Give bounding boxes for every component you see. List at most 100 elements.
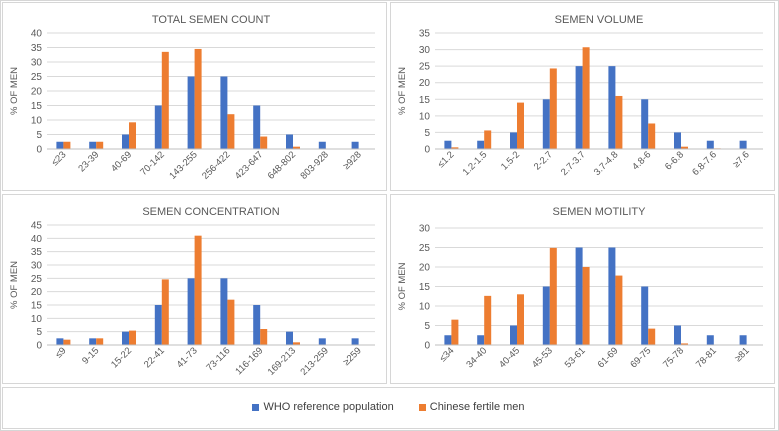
bar-chinese-6 bbox=[648, 123, 656, 149]
x-tick-label: 41-73 bbox=[175, 345, 200, 370]
chart-title: SEMEN VOLUME bbox=[555, 14, 644, 26]
x-tick-label: 116-169 bbox=[233, 345, 265, 377]
chart-title: SEMEN MOTILITY bbox=[553, 206, 647, 218]
y-tick-label: 30 bbox=[31, 261, 43, 272]
x-tick-label: 1.5-2 bbox=[499, 149, 522, 172]
bar-who-6 bbox=[253, 305, 261, 345]
x-tick-label: 423-647 bbox=[233, 149, 265, 181]
y-tick-label: 0 bbox=[424, 145, 430, 156]
y-tick-label: 30 bbox=[419, 224, 431, 235]
x-tick-label: 61-69 bbox=[596, 345, 621, 370]
x-tick-label: 4.8-6 bbox=[630, 149, 653, 172]
bar-chinese-3 bbox=[549, 247, 557, 345]
x-tick-label: 40-45 bbox=[497, 345, 522, 370]
legend-swatch-chinese bbox=[418, 403, 426, 411]
y-tick-label: 40 bbox=[31, 234, 43, 245]
y-tick-label: 10 bbox=[31, 116, 43, 127]
y-tick-label: 15 bbox=[31, 301, 43, 312]
chart-title: SEMEN CONCENTRATION bbox=[142, 206, 279, 218]
bar-chinese-6 bbox=[648, 328, 656, 345]
bar-who-0 bbox=[56, 141, 64, 149]
x-tick-label: 23-39 bbox=[76, 149, 101, 174]
y-tick-label: 10 bbox=[31, 314, 43, 325]
y-tick-label: 10 bbox=[419, 111, 431, 122]
bar-who-5 bbox=[608, 66, 616, 149]
x-tick-label: ≥928 bbox=[341, 149, 364, 172]
bar-chinese-0 bbox=[451, 319, 459, 345]
bar-who-5 bbox=[608, 247, 616, 345]
x-tick-label: 40-69 bbox=[109, 149, 134, 174]
bar-chinese-2 bbox=[129, 122, 136, 149]
chart-panel-semen-concentration: SEMEN CONCENTRATION % OF MEN 0 5 10 15 20 25 30 3… bbox=[2, 194, 387, 384]
bar-who-8 bbox=[318, 141, 326, 149]
bar-chinese-1 bbox=[96, 141, 104, 149]
chart-semen-motility: SEMEN MOTILITY % OF MEN 0 5 10 15 20 25 30 ≤34 34-… bbox=[397, 206, 763, 370]
bar-chinese-3 bbox=[161, 51, 169, 149]
y-tick-label: 5 bbox=[36, 130, 42, 141]
x-tick-label: 15-22 bbox=[109, 345, 134, 370]
y-tick-label: 10 bbox=[419, 302, 431, 313]
bar-who-9 bbox=[739, 335, 747, 345]
x-tick-label: 3.7-4.8 bbox=[592, 149, 621, 178]
x-tick-label: ≤34 bbox=[438, 345, 457, 364]
x-tick-label: 143-255 bbox=[167, 149, 199, 181]
bar-who-9 bbox=[739, 140, 747, 149]
bar-who-6 bbox=[253, 105, 261, 149]
y-tick-label: 20 bbox=[419, 78, 431, 89]
legend-item-chinese: Chinese fertile men bbox=[418, 401, 525, 413]
bar-who-0 bbox=[56, 338, 64, 345]
bar-who-2 bbox=[510, 325, 517, 345]
x-tick-label: ≤23 bbox=[50, 149, 69, 168]
bar-chinese-4 bbox=[582, 47, 590, 149]
x-tick-label: 6-6.8 bbox=[663, 149, 686, 172]
bar-who-4 bbox=[187, 278, 195, 345]
y-tick-label: 20 bbox=[419, 263, 431, 274]
bar-who-2 bbox=[122, 331, 129, 345]
bar-who-2 bbox=[122, 134, 129, 149]
bar-chinese-2 bbox=[517, 102, 524, 149]
bar-chinese-6 bbox=[260, 136, 268, 149]
bar-who-7 bbox=[674, 325, 681, 345]
x-tick-label: 648-802 bbox=[266, 149, 298, 181]
y-axis-label: % OF MEN bbox=[9, 261, 20, 309]
y-tick-label: 5 bbox=[424, 321, 430, 332]
bar-who-1 bbox=[89, 141, 97, 149]
bar-chinese-1 bbox=[484, 130, 492, 149]
y-tick-label: 25 bbox=[419, 62, 431, 73]
y-tick-label: 25 bbox=[31, 72, 43, 83]
legend: WHO reference population Chinese fertile… bbox=[2, 387, 775, 429]
y-tick-label: 20 bbox=[31, 287, 43, 298]
bar-chinese-0 bbox=[63, 339, 71, 345]
bar-who-3 bbox=[542, 99, 550, 149]
bar-chinese-7 bbox=[293, 342, 300, 345]
y-tick-label: 35 bbox=[31, 43, 43, 54]
y-tick-label: 30 bbox=[31, 58, 43, 69]
y-tick-label: 15 bbox=[419, 282, 431, 293]
bar-who-2 bbox=[510, 132, 517, 149]
y-tick-label: 25 bbox=[31, 274, 43, 285]
x-tick-label: 70-142 bbox=[138, 149, 167, 178]
legend-item-who: WHO reference population bbox=[252, 401, 394, 413]
bar-chinese-5 bbox=[227, 299, 235, 345]
y-axis-label: % OF MEN bbox=[9, 67, 20, 115]
x-tick-label: 69-75 bbox=[628, 345, 653, 370]
x-tick-label: 213-259 bbox=[298, 345, 330, 377]
x-tick-label: 53-61 bbox=[563, 345, 588, 370]
x-tick-label: 169-213 bbox=[266, 345, 298, 377]
bar-chinese-5 bbox=[227, 114, 235, 149]
x-tick-label: ≥81 bbox=[733, 345, 752, 364]
bar-who-8 bbox=[706, 335, 714, 345]
x-tick-label: ≤9 bbox=[53, 345, 68, 360]
bar-who-3 bbox=[542, 286, 550, 345]
x-tick-label: 6.8-7.6 bbox=[690, 149, 719, 178]
bar-chinese-7 bbox=[293, 146, 300, 149]
bar-who-0 bbox=[444, 335, 452, 345]
chart-semen-concentration: SEMEN CONCENTRATION % OF MEN 0 5 10 15 20 25 30 3… bbox=[9, 206, 375, 378]
y-tick-label: 0 bbox=[36, 145, 42, 156]
x-tick-label: 1.2-1.5 bbox=[461, 149, 490, 178]
bar-who-9 bbox=[351, 338, 359, 345]
x-tick-label: 75-78 bbox=[661, 345, 686, 370]
y-axis-label: % OF MEN bbox=[397, 262, 408, 310]
bar-chinese-6 bbox=[260, 329, 268, 345]
legend-swatch-who bbox=[252, 403, 260, 411]
